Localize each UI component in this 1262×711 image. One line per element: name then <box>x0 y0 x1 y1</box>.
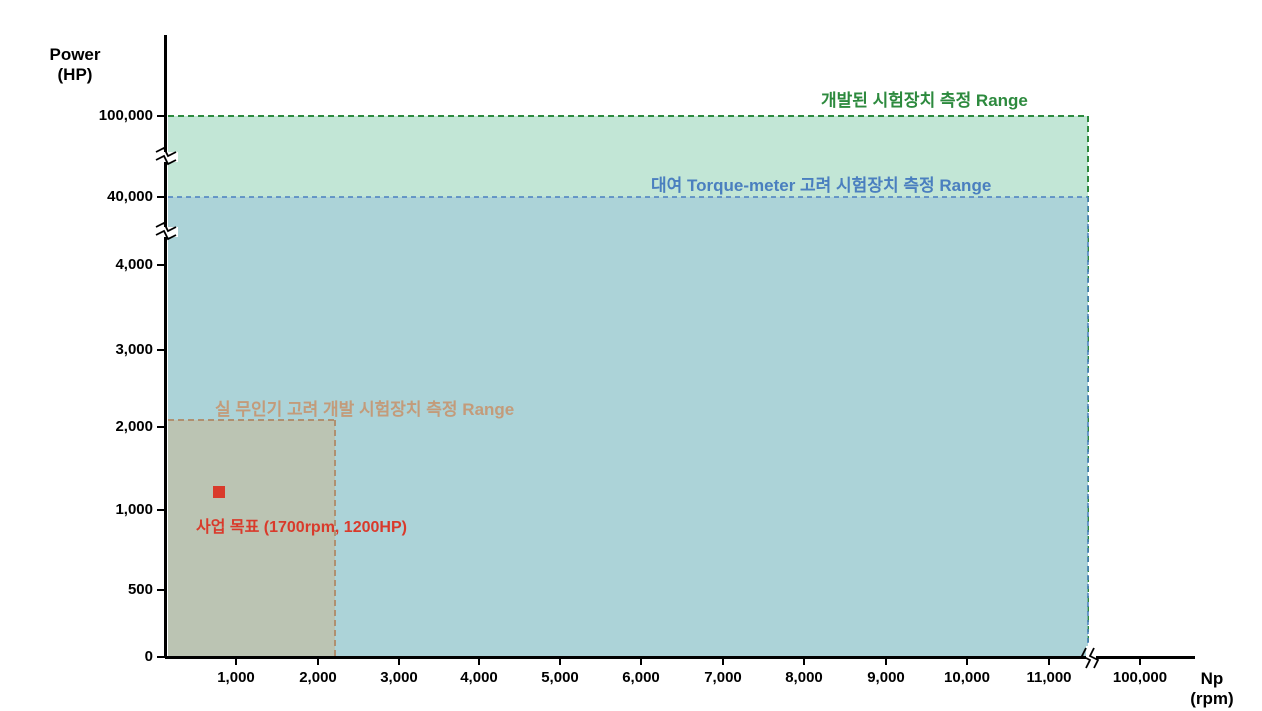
target-marker-label: 사업 목표 (1700rpm, 1200HP) <box>196 513 407 537</box>
axis-break-icon <box>1082 646 1100 670</box>
x-tick-label: 10,000 <box>937 669 997 686</box>
x-tick-label: 100,000 <box>1110 669 1170 686</box>
y-axis <box>164 35 167 657</box>
region-tan <box>168 420 335 657</box>
y-tick-label: 2,000 <box>115 418 153 435</box>
x-tick-label: 9,000 <box>856 669 916 686</box>
x-tick-label: 4,000 <box>449 669 509 686</box>
axis-break-icon <box>154 148 178 166</box>
y-tick-label: 500 <box>128 581 153 598</box>
x-tick-label: 11,000 <box>1019 669 1079 686</box>
y-tick-label: 40,000 <box>107 188 153 205</box>
x-tick-label: 2,000 <box>288 669 348 686</box>
y-tick-label: 0 <box>145 648 153 665</box>
x-axis-title: Np(rpm) <box>1182 669 1242 708</box>
y-tick-label: 4,000 <box>115 256 153 273</box>
target-marker <box>213 486 225 498</box>
x-tick-label: 6,000 <box>611 669 671 686</box>
axis-break-icon <box>154 223 178 241</box>
x-tick-label: 3,000 <box>369 669 429 686</box>
range-chart: 개발된 시험장치 측정 Range 대여 Torque-meter 고려 시험장치… <box>0 0 1262 711</box>
y-tick-label: 100,000 <box>99 107 153 124</box>
x-tick-label: 8,000 <box>774 669 834 686</box>
y-tick-label: 1,000 <box>115 501 153 518</box>
x-axis <box>165 656 1195 659</box>
x-tick-label: 7,000 <box>693 669 753 686</box>
y-tick-label: 3,000 <box>115 341 153 358</box>
y-axis-title: Power(HP) <box>35 45 115 84</box>
region-label-green: 개발된 시험장치 측정 Range <box>821 86 1028 111</box>
region-label-tan: 실 무인기 고려 개발 시험장치 측정 Range <box>215 395 514 420</box>
region-label-blue: 대여 Torque-meter 고려 시험장치 측정 Range <box>651 171 991 196</box>
x-tick-label: 1,000 <box>206 669 266 686</box>
x-tick-label: 5,000 <box>530 669 590 686</box>
